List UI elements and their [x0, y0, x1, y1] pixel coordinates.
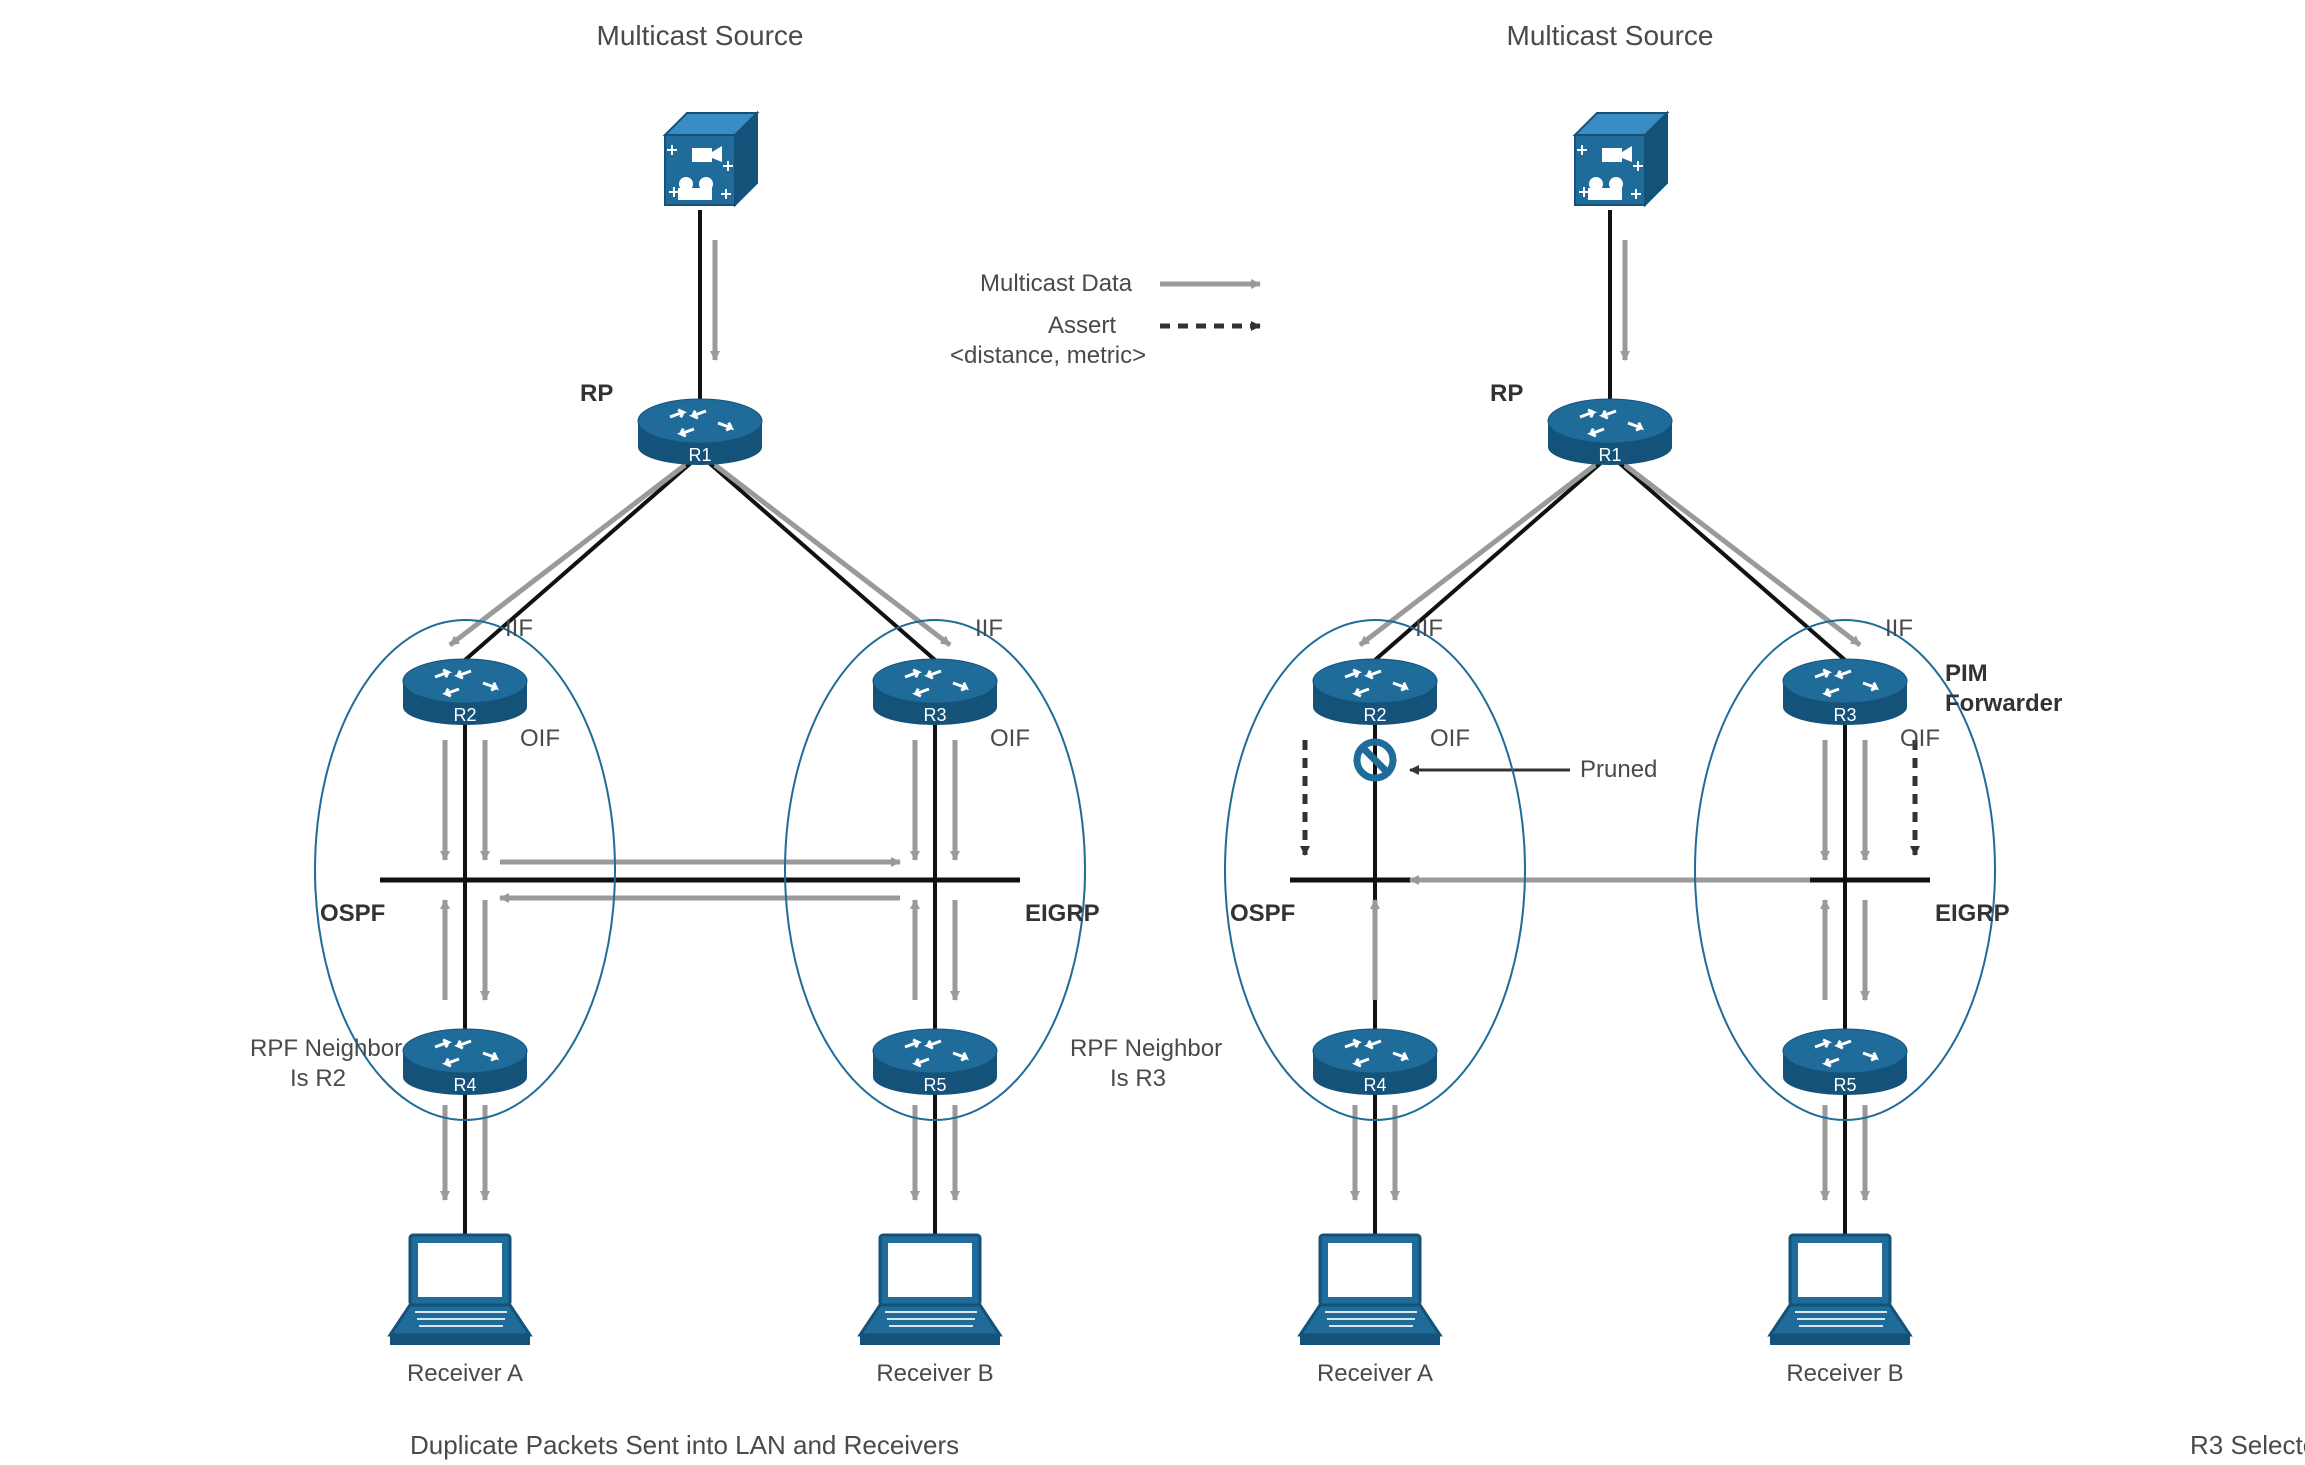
svg-text:R4: R4: [1363, 1075, 1386, 1095]
receiver-label: Receiver B: [876, 1360, 993, 1388]
multicast-data-arrow: [1625, 465, 1860, 645]
laptop-icon: [1770, 1235, 1910, 1345]
rp-label: RP: [1490, 380, 1523, 408]
rpf-neighbor-label: RPF Neighbor: [250, 1035, 402, 1063]
router-icon: R4: [1313, 1029, 1437, 1095]
router-icon: R2: [1313, 659, 1437, 725]
router-icon: R3: [873, 659, 997, 725]
multicast-source-label: Multicast Source: [597, 20, 804, 52]
multicast-data-arrow: [715, 465, 950, 645]
laptop-icon: [1300, 1235, 1440, 1345]
rp-label: RP: [580, 380, 613, 408]
router-icon: R2: [403, 659, 527, 725]
pim-forwarder-label: PIM: [1945, 660, 1988, 688]
router-icon: R5: [1783, 1029, 1907, 1095]
router-icon: R1: [638, 399, 762, 465]
protocol-region-label: EIGRP: [1935, 900, 2010, 928]
receiver-label: Receiver A: [407, 1360, 523, 1388]
receiver-label: Receiver A: [1317, 1360, 1433, 1388]
iif-label: IIF: [1885, 615, 1913, 643]
svg-text:R1: R1: [688, 445, 711, 465]
router-icon: R5: [873, 1029, 997, 1095]
multicast-source-icon: [665, 113, 757, 205]
svg-text:R2: R2: [1363, 705, 1386, 725]
topology-link: [700, 455, 935, 660]
rpf-neighbor-label: Is R2: [290, 1065, 346, 1093]
svg-text:R3: R3: [923, 705, 946, 725]
topology-link: [465, 455, 700, 660]
svg-text:R2: R2: [453, 705, 476, 725]
rpf-neighbor-label: RPF Neighbor: [1070, 1035, 1222, 1063]
multicast-data-arrow: [1360, 465, 1595, 645]
diagram-svg: R1 R2 R3 R4 R5 R1 R2 R3 R4 R5: [0, 0, 2305, 1465]
router-icon: R1: [1548, 399, 1672, 465]
iif-label: IIF: [505, 615, 533, 643]
protocol-region-label: OSPF: [320, 900, 385, 928]
multicast-data-arrow: [450, 465, 685, 645]
legend-assert-sub: <distance, metric>: [950, 342, 1146, 370]
protocol-region-label: OSPF: [1230, 900, 1295, 928]
rpf-neighbor-label: Is R3: [1110, 1065, 1166, 1093]
protocol-region-label: EIGRP: [1025, 900, 1100, 928]
legend-assert: Assert: [1048, 312, 1116, 340]
diagram-canvas: R1 R2 R3 R4 R5 R1 R2 R3 R4 R5 Multicast Data Asser…: [0, 0, 2305, 1465]
svg-text:R5: R5: [1833, 1075, 1856, 1095]
panel-caption: Duplicate Packets Sent into LAN and Rece…: [410, 1430, 959, 1461]
iif-label: IIF: [1415, 615, 1443, 643]
laptop-icon: [860, 1235, 1000, 1345]
topology-link: [1610, 455, 1845, 660]
topology-link: [1375, 455, 1610, 660]
laptop-icon: [390, 1235, 530, 1345]
svg-text:R1: R1: [1598, 445, 1621, 465]
router-icon: R3: [1783, 659, 1907, 725]
oif-label: OIF: [520, 725, 560, 753]
multicast-source-icon: [1575, 113, 1667, 205]
legend-multicast-data: Multicast Data: [980, 270, 1132, 298]
oif-label: OIF: [1900, 725, 1940, 753]
multicast-source-label: Multicast Source: [1507, 20, 1714, 52]
receiver-label: Receiver B: [1786, 1360, 1903, 1388]
pim-forwarder-label: Forwarder: [1945, 690, 2062, 718]
iif-label: IIF: [975, 615, 1003, 643]
svg-text:R4: R4: [453, 1075, 476, 1095]
svg-text:R3: R3: [1833, 705, 1856, 725]
svg-text:R5: R5: [923, 1075, 946, 1095]
oif-label: OIF: [1430, 725, 1470, 753]
oif-label: OIF: [990, 725, 1030, 753]
router-icon: R4: [403, 1029, 527, 1095]
pruned-label: Pruned: [1580, 756, 1657, 784]
panel-caption: R3 Selected as PIM Forwarder After the A…: [2190, 1430, 2305, 1461]
